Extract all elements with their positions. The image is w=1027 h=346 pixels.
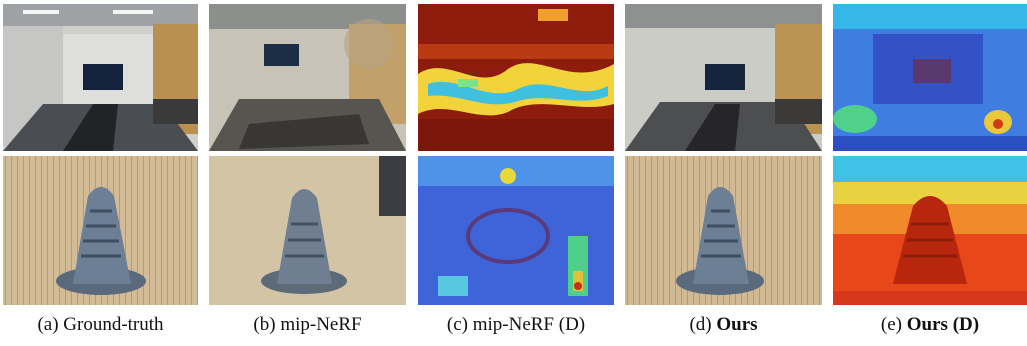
caption-a-label: Ground-truth [63, 314, 164, 335]
caption-d: (d) Ours [625, 312, 822, 338]
caption-a-prefix: (a) [37, 314, 64, 335]
image-e-statue-ours-depth [833, 156, 1027, 305]
caption-b-prefix: (b) [253, 314, 281, 335]
caption-c-prefix: (c) [446, 314, 473, 335]
caption-d-bold: Ours [716, 314, 758, 335]
image-b-statue-mipnerf [209, 156, 406, 305]
image-c-room-mipnerf-depth [418, 4, 614, 151]
image-a-statue-ground-truth [3, 156, 198, 305]
caption-b: (b) mip-NeRF [209, 312, 406, 338]
image-b-room-mipnerf [209, 4, 406, 151]
caption-e-prefix: (e) [880, 314, 907, 335]
image-d-statue-ours [625, 156, 822, 305]
caption-b-label: mip-NeRF [280, 314, 362, 335]
image-e-room-ours-depth [833, 4, 1027, 151]
caption-a: (a) Ground-truth [3, 312, 198, 338]
caption-e-bold: Ours (D) [906, 314, 980, 335]
caption-d-prefix: (d) [689, 314, 717, 335]
image-d-room-ours [625, 4, 822, 151]
caption-c-label: mip-NeRF (D) [472, 314, 586, 335]
caption-c: (c) mip-NeRF (D) [418, 312, 614, 338]
caption-e: (e) Ours (D) [833, 312, 1027, 338]
image-a-room-ground-truth [3, 4, 198, 151]
image-c-statue-mipnerf-depth [418, 156, 614, 305]
